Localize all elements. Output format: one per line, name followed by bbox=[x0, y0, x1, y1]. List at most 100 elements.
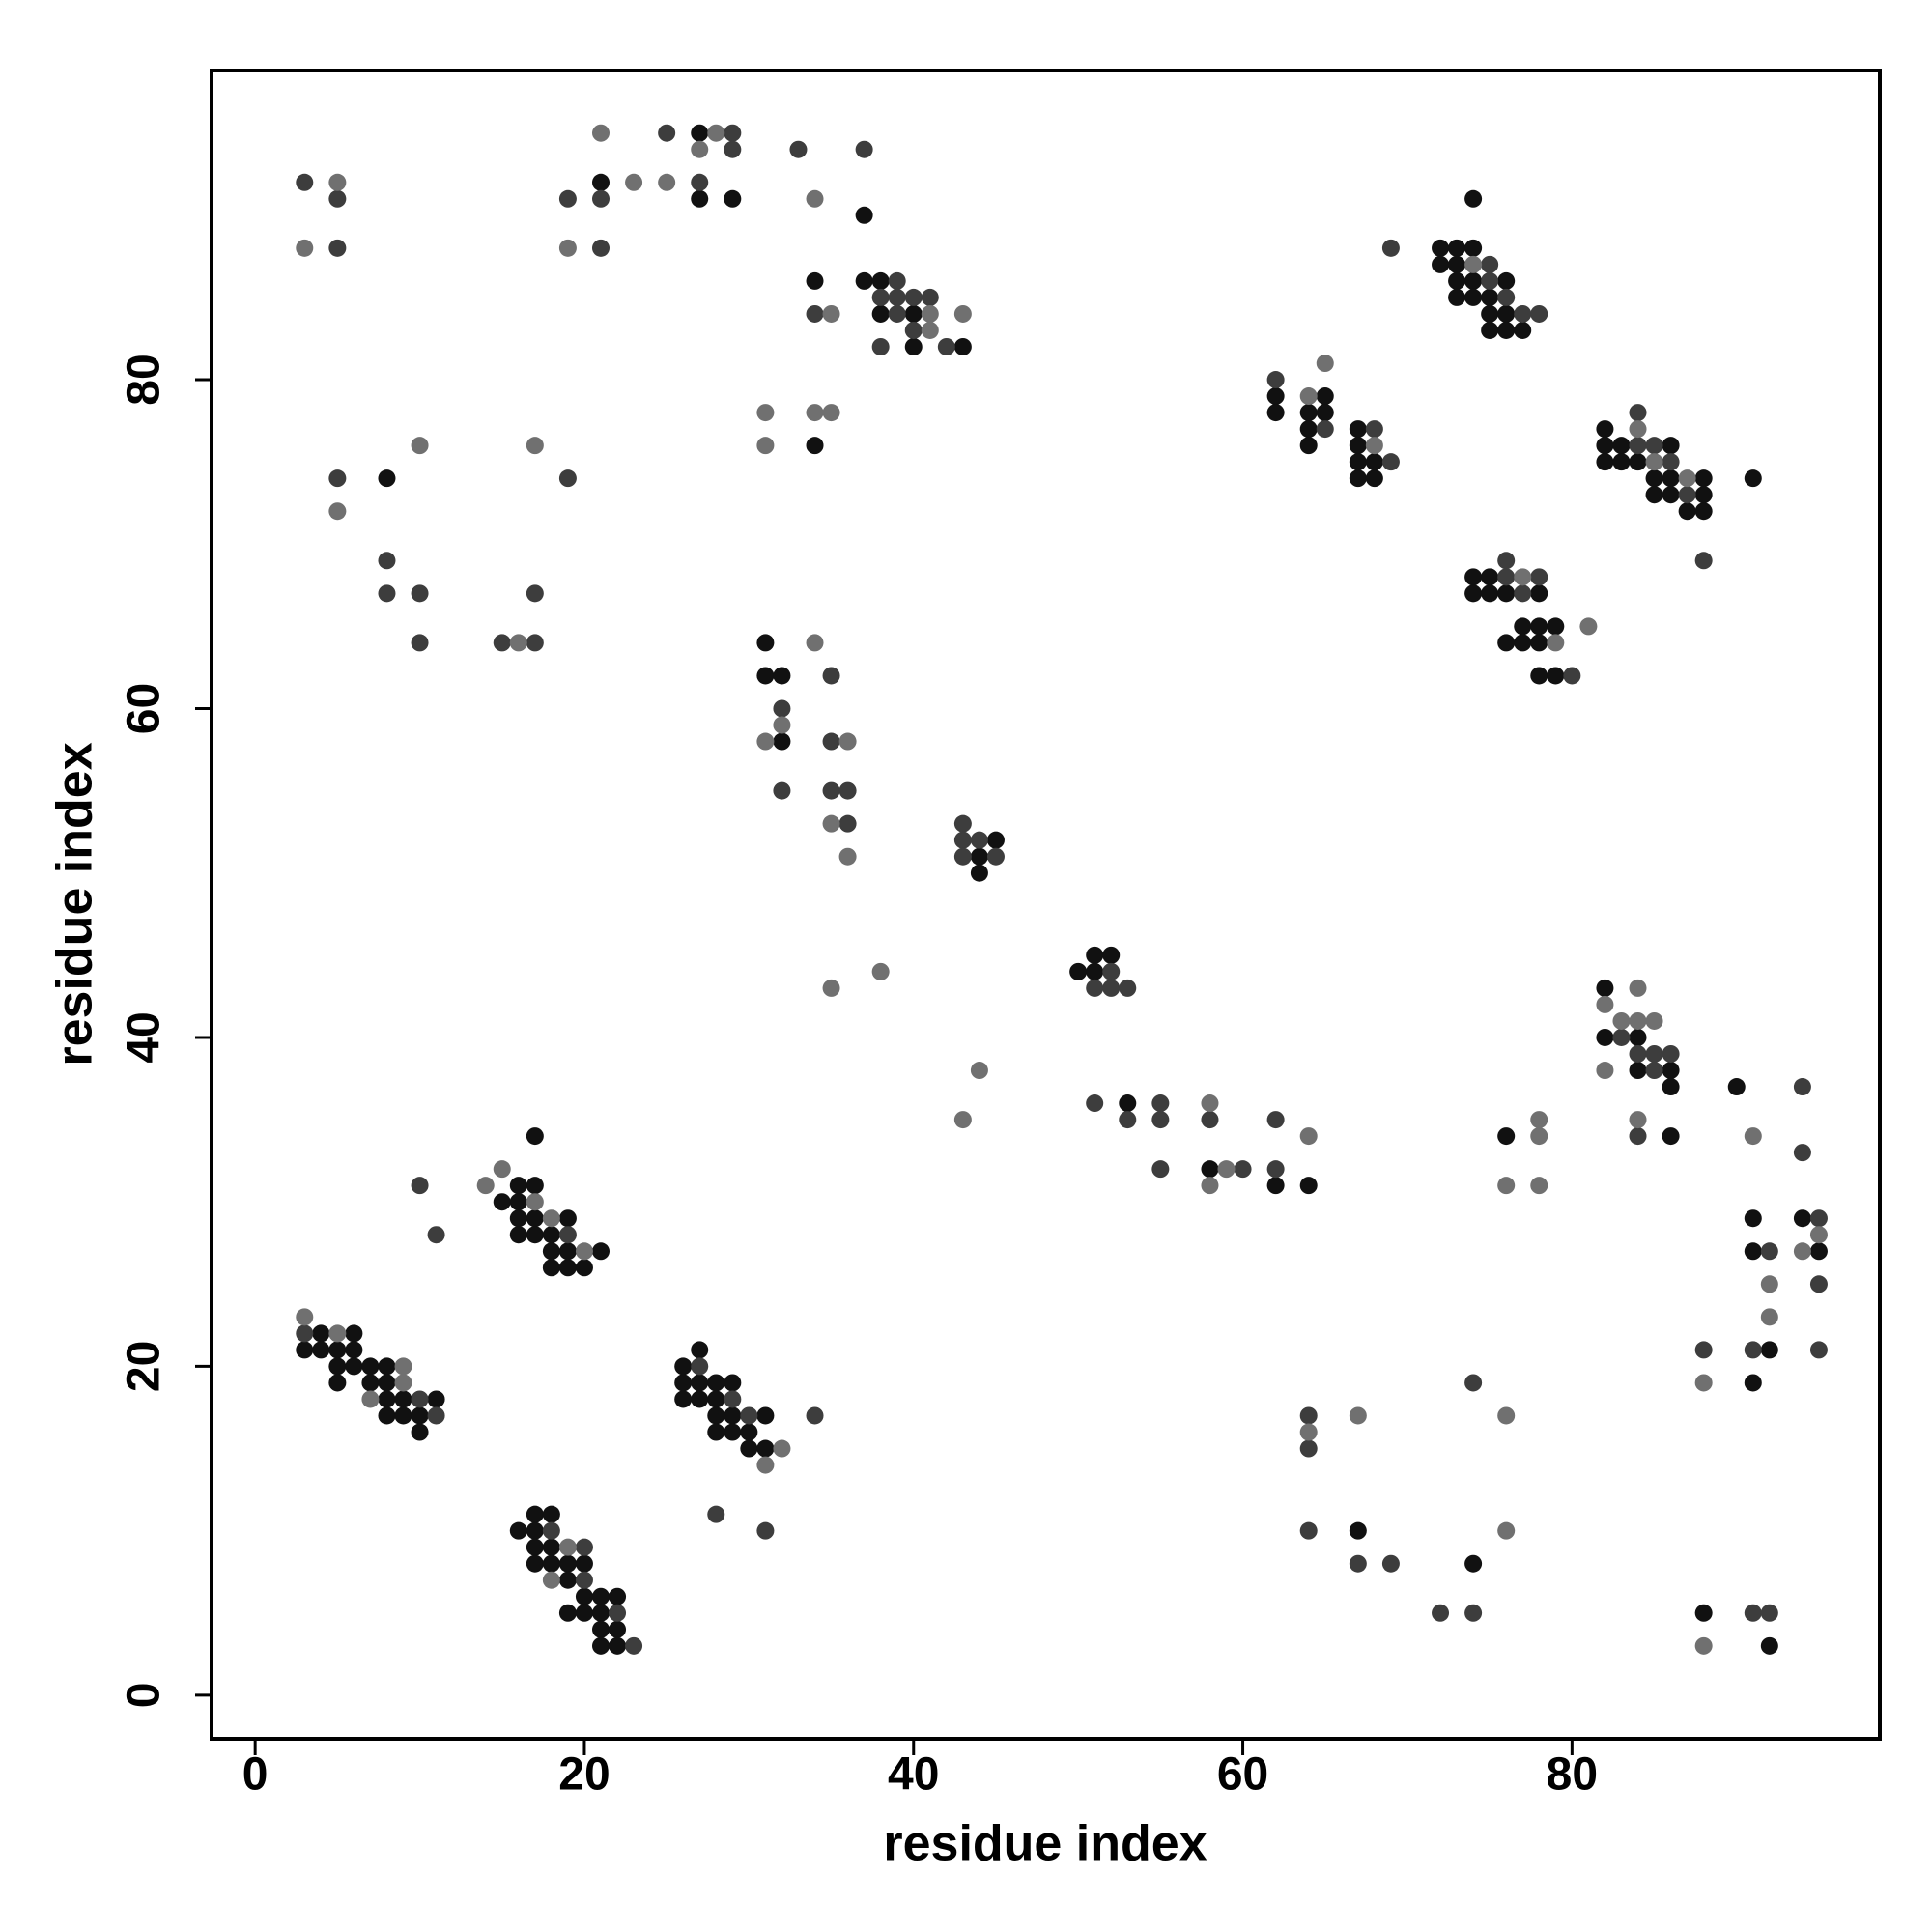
point bbox=[591, 1604, 610, 1622]
point bbox=[921, 288, 939, 306]
point bbox=[707, 1374, 725, 1392]
point bbox=[756, 667, 775, 685]
point bbox=[411, 634, 429, 652]
point bbox=[1744, 1209, 1762, 1228]
y-axis-title: residue index bbox=[47, 742, 103, 1065]
point bbox=[1365, 437, 1383, 455]
point bbox=[1744, 1374, 1762, 1392]
x-axis-title: residue index bbox=[883, 1816, 1207, 1872]
point bbox=[1514, 304, 1532, 323]
point bbox=[1530, 667, 1548, 685]
point bbox=[921, 304, 939, 323]
point bbox=[542, 1554, 560, 1573]
point bbox=[509, 1209, 527, 1228]
point bbox=[1497, 568, 1516, 586]
point bbox=[904, 321, 923, 339]
point bbox=[707, 1390, 725, 1408]
point bbox=[296, 1308, 314, 1326]
point bbox=[1481, 568, 1499, 586]
point bbox=[773, 699, 791, 718]
point bbox=[526, 1554, 544, 1573]
point bbox=[1547, 617, 1565, 636]
point bbox=[575, 1604, 593, 1622]
point bbox=[1349, 1554, 1367, 1573]
point bbox=[691, 189, 709, 208]
point bbox=[1744, 1341, 1762, 1359]
point bbox=[888, 288, 906, 306]
point bbox=[1497, 1127, 1516, 1146]
point bbox=[296, 1324, 314, 1343]
point bbox=[591, 1242, 610, 1261]
point bbox=[1497, 288, 1516, 306]
point bbox=[1481, 304, 1499, 323]
point bbox=[328, 1357, 347, 1376]
point bbox=[558, 189, 577, 208]
point bbox=[1381, 1554, 1400, 1573]
point bbox=[1464, 239, 1483, 257]
point bbox=[838, 732, 857, 751]
point bbox=[855, 206, 873, 224]
point bbox=[378, 469, 396, 488]
point bbox=[509, 1226, 527, 1244]
point bbox=[625, 173, 643, 191]
point bbox=[609, 1587, 627, 1605]
point bbox=[1365, 469, 1383, 488]
point bbox=[361, 1374, 380, 1392]
point bbox=[773, 1439, 791, 1458]
point bbox=[1530, 568, 1548, 586]
point bbox=[1151, 1160, 1170, 1179]
point bbox=[1365, 420, 1383, 439]
point bbox=[674, 1390, 693, 1408]
point bbox=[609, 1604, 627, 1622]
point bbox=[756, 1521, 775, 1540]
point bbox=[1299, 1177, 1318, 1195]
point bbox=[1662, 1044, 1680, 1063]
point bbox=[1234, 1160, 1252, 1179]
point bbox=[806, 189, 824, 208]
point bbox=[1694, 1374, 1713, 1392]
point bbox=[591, 1587, 610, 1605]
point bbox=[1678, 469, 1696, 488]
point bbox=[1530, 634, 1548, 652]
point bbox=[822, 979, 840, 997]
point bbox=[1201, 1160, 1219, 1179]
point bbox=[1629, 1011, 1647, 1030]
point bbox=[1381, 453, 1400, 471]
point bbox=[1645, 1044, 1663, 1063]
point bbox=[1596, 420, 1614, 439]
point bbox=[1349, 1521, 1367, 1540]
point bbox=[591, 1636, 610, 1655]
point bbox=[1299, 1406, 1318, 1425]
point bbox=[1464, 584, 1483, 603]
point bbox=[1596, 1028, 1614, 1046]
point bbox=[904, 288, 923, 306]
point bbox=[691, 1341, 709, 1359]
point bbox=[658, 173, 676, 191]
x-tick-label: 60 bbox=[1217, 1749, 1268, 1801]
point bbox=[1596, 979, 1614, 997]
point bbox=[591, 124, 610, 142]
point bbox=[411, 1177, 429, 1195]
point bbox=[1365, 453, 1383, 471]
point bbox=[1299, 1423, 1318, 1441]
point bbox=[378, 1406, 396, 1425]
point bbox=[1481, 255, 1499, 273]
point bbox=[509, 1193, 527, 1211]
point bbox=[773, 732, 791, 751]
point bbox=[558, 1571, 577, 1589]
point bbox=[756, 404, 775, 422]
point bbox=[1102, 962, 1121, 980]
point bbox=[822, 781, 840, 800]
point bbox=[1102, 946, 1121, 964]
point bbox=[542, 1521, 560, 1540]
point bbox=[1612, 1011, 1631, 1030]
point bbox=[378, 584, 396, 603]
point bbox=[871, 337, 890, 355]
point bbox=[773, 781, 791, 800]
point bbox=[609, 1636, 627, 1655]
point bbox=[1514, 634, 1532, 652]
point bbox=[1678, 486, 1696, 504]
point bbox=[575, 1259, 593, 1277]
